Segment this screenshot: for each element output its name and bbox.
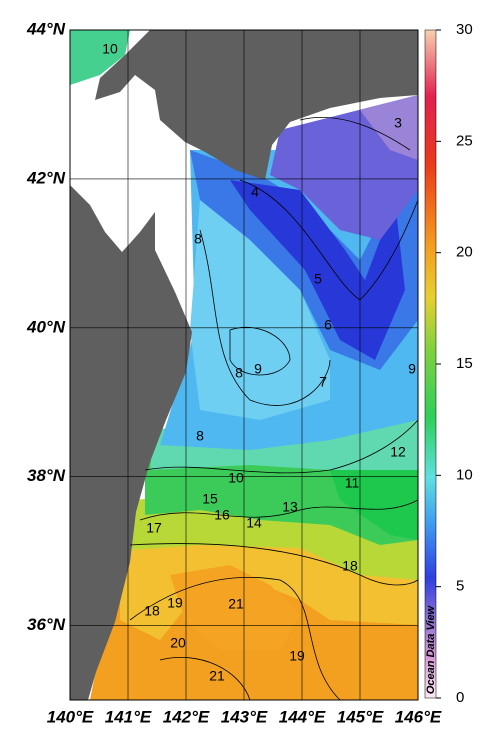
contour-label: 15: [202, 491, 218, 507]
contour-label: 10: [102, 41, 118, 57]
contour-label: 6: [324, 317, 332, 333]
colorbar: [424, 29, 437, 699]
colorbar-label: 25: [456, 132, 473, 149]
contour-label: 18: [342, 558, 358, 574]
x-tick-label: 142°E: [163, 707, 210, 726]
contour-label: 17: [146, 520, 162, 536]
contour-label: 8: [235, 365, 243, 381]
land: [95, 30, 418, 180]
contour-label: 12: [390, 444, 406, 460]
contour-label: 4: [251, 184, 259, 200]
x-tick-label: 141°E: [105, 707, 152, 726]
field: [70, 30, 418, 700]
contour-label: 20: [170, 635, 186, 651]
y-tick-label: 38°N: [27, 466, 66, 485]
y-tick-label: 40°N: [26, 317, 66, 336]
x-tick-label: 146°E: [395, 707, 442, 726]
contour-label: 8: [194, 231, 202, 247]
contour-label: 16: [214, 507, 230, 523]
colorbar-label: 15: [456, 355, 473, 372]
contour-label: 19: [289, 648, 305, 664]
colorbar-label: 0: [456, 689, 464, 706]
contours: [129, 116, 418, 700]
contour-label: 9: [254, 361, 262, 377]
contour-label: 21: [209, 668, 225, 684]
colorbar-label: 10: [456, 466, 473, 483]
watermark: Ocean Data View: [425, 604, 437, 694]
land: [70, 185, 192, 700]
contour-label: 13: [282, 499, 298, 515]
x-tick-label: 140°E: [47, 707, 94, 726]
contour-label: 18: [144, 603, 160, 619]
colorbar-label: 30: [456, 21, 473, 38]
contour-label: 19: [167, 595, 183, 611]
contour-label: 7: [319, 374, 327, 390]
x-tick-label: 144°E: [279, 707, 326, 726]
x-tick-label: 145°E: [337, 707, 384, 726]
x-tick-label: 143°E: [221, 707, 268, 726]
y-tick-label: 36°N: [27, 615, 66, 634]
contour-label: 9: [408, 361, 416, 377]
contour-label: 10: [228, 470, 244, 486]
contour-label: 21: [228, 596, 244, 612]
contour-label: 8: [196, 428, 204, 444]
y-tick-label: 44°N: [26, 19, 66, 38]
y-tick-label: 42°N: [26, 168, 66, 187]
contour-label: 5: [314, 271, 322, 287]
contour-label: 11: [345, 475, 360, 491]
contour-label: 3: [394, 115, 402, 131]
colorbar-label: 5: [456, 578, 464, 595]
colorbar-label: 20: [456, 244, 473, 261]
contour-label: 14: [246, 515, 262, 531]
